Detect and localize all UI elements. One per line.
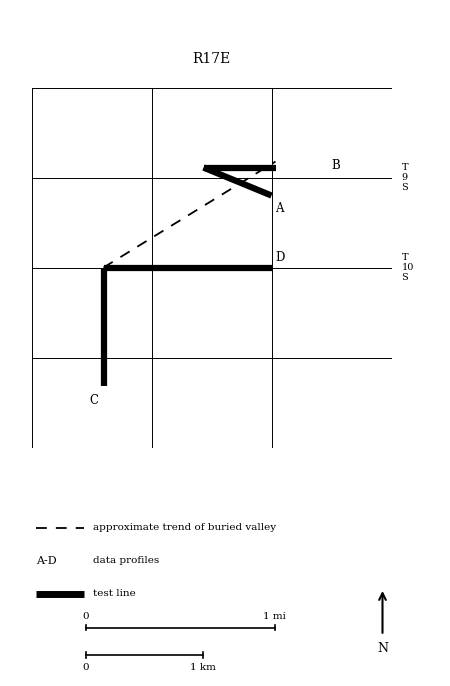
Text: A: A <box>275 202 284 215</box>
Text: 1 km: 1 km <box>190 663 216 672</box>
Text: D: D <box>275 250 285 263</box>
Text: 0: 0 <box>82 663 89 672</box>
Text: C: C <box>89 394 98 407</box>
Text: N: N <box>377 641 388 654</box>
Text: data profiles: data profiles <box>93 556 159 565</box>
Text: 1 mi: 1 mi <box>263 612 286 621</box>
Text: T
10
S: T 10 S <box>401 253 414 282</box>
Text: T
9
S: T 9 S <box>401 163 408 192</box>
Text: test line: test line <box>93 589 136 598</box>
Text: A-D: A-D <box>36 556 57 565</box>
Text: approximate trend of buried valley: approximate trend of buried valley <box>93 523 276 532</box>
Text: R17E: R17E <box>193 51 231 66</box>
Text: 0: 0 <box>82 612 89 621</box>
Text: B: B <box>332 159 340 172</box>
